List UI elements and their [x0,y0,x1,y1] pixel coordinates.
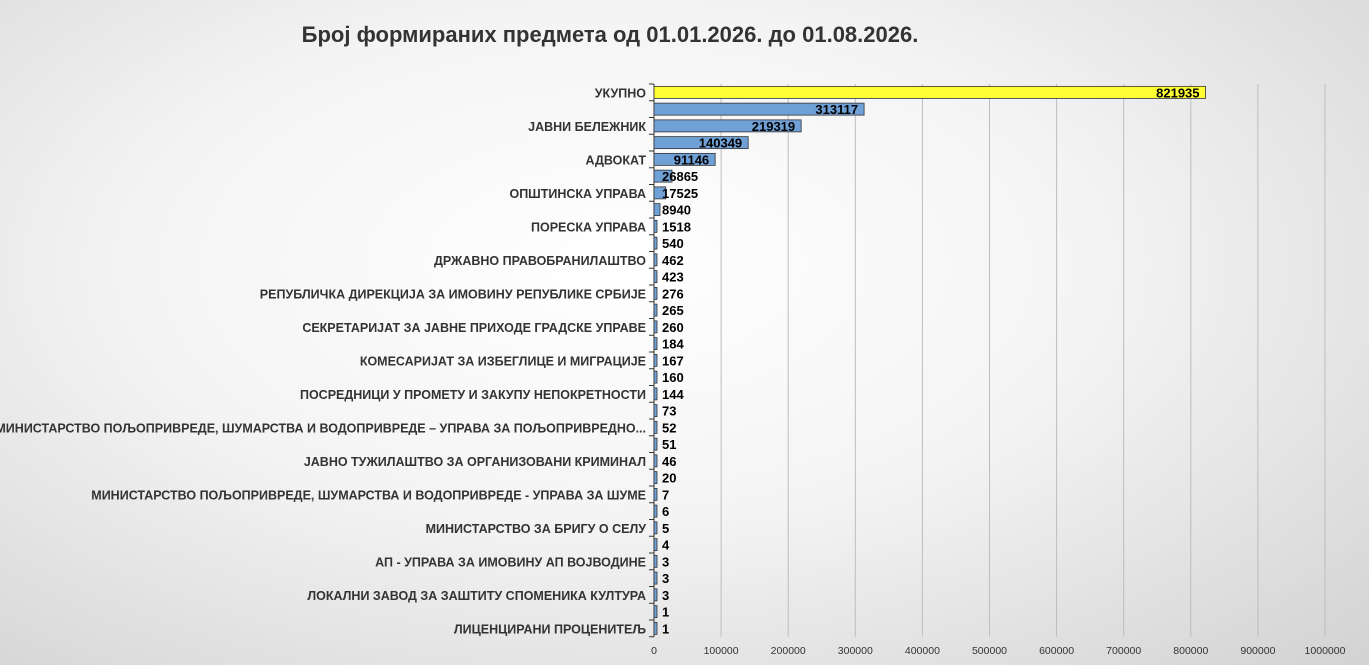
bar [653,236,658,250]
bar [653,487,658,501]
bar [653,253,658,267]
x-tick-label: 1000000 [1305,645,1346,657]
value-label: 5 [662,521,669,536]
category-label: ЈАВНО ТУЖИЛАШТВО ЗА ОРГАНИЗОВАНИ КРИМИНА… [304,455,646,469]
bar [653,605,658,619]
value-label: 1 [662,621,669,636]
bar [653,119,802,133]
bar [653,337,658,351]
bar [653,203,661,217]
bar [653,504,658,518]
category-label: УКУПНО [595,86,647,100]
bar [653,454,658,468]
category-label: АП - УПРАВА ЗА ИМОВИНУ АП ВОЈВОДИНЕ [375,555,646,569]
value-label: 91146 [674,152,709,167]
bar [653,588,658,602]
value-label: 144 [662,387,684,402]
bar [653,420,658,434]
value-label: 3 [662,588,669,603]
category-label: ЛИЦЕНЦИРАНИ ПРОЦЕНИТЕЉ [454,622,646,636]
chart-title: Број формираних предмета од 01.01.2026. … [301,22,919,47]
x-tick-label: 300000 [838,645,873,657]
value-label: 540 [662,236,684,251]
value-label: 3 [662,571,669,586]
bar [653,270,658,284]
x-tick-label: 500000 [972,645,1007,657]
bar [653,102,865,116]
value-label: 46 [662,454,676,469]
bar [653,521,658,535]
value-label: 20 [662,471,676,486]
bar [653,152,716,166]
category-label: ЛОКАЛНИ ЗАВОД ЗА ЗАШТИТУ СПОМЕНИКА КУЛТУ… [307,589,646,603]
bar [653,169,673,183]
category-label: МИНИСТАРСТВО ПОЉОПРИВРЕДЕ, ШУМАРСТВА И В… [0,421,646,435]
value-label: 1 [662,605,669,620]
x-tick-label: 400000 [905,645,940,657]
bar [653,370,658,384]
category-label: МИНИСТАРСТВО ПОЉОПРИВРЕДЕ, ШУМАРСТВА И В… [91,488,646,502]
category-label: КОМЕСАРИЈАТ ЗА ИЗБЕГЛИЦЕ И МИГРАЦИЈЕ [360,354,646,368]
value-label: 265 [662,303,684,318]
value-label: 423 [662,270,684,285]
x-tick-label: 800000 [1173,645,1208,657]
bar [653,571,658,585]
bar [653,387,658,401]
value-label: 160 [662,370,684,385]
category-label: ЈАВНИ БЕЛЕЖНИК [528,120,646,134]
category-label: АДВОКАТ [585,153,646,167]
value-label: 1518 [662,219,691,234]
bar [653,554,658,568]
bar [653,471,658,485]
x-tick-label: 600000 [1039,645,1074,657]
x-tick-label: 700000 [1106,645,1141,657]
value-label: 51 [662,437,676,452]
bar [653,303,658,317]
value-label: 140349 [699,136,742,151]
bar [653,186,667,200]
value-label: 167 [662,353,684,368]
bar [653,404,658,418]
value-label: 276 [662,286,684,301]
value-label: 73 [662,404,676,419]
value-label: 260 [662,320,684,335]
x-tick-label: 200000 [771,645,806,657]
bar [653,538,658,552]
category-label: ОПШТИНСКА УПРАВА [509,187,646,201]
category-label: МИНИСТАРСТВО ЗА БРИГУ О СЕЛУ [426,522,647,536]
category-label: РЕПУБЛИЧКА ДИРЕКЦИЈА ЗА ИМОВИНУ РЕПУБЛИК… [260,287,646,301]
value-label: 3 [662,554,669,569]
bar [653,320,658,334]
value-label: 462 [662,253,684,268]
value-label: 6 [662,504,669,519]
value-label: 7 [662,487,669,502]
category-label: ДРЖАВНО ПРАВОБРАНИЛАШТВО [434,254,646,268]
bar [653,136,749,150]
value-label: 219319 [752,119,795,134]
value-label: 8940 [662,203,691,218]
bar [653,219,658,233]
value-label: 821935 [1156,85,1199,100]
value-label: 17525 [662,186,698,201]
value-label: 52 [662,420,676,435]
category-label: СЕКРЕТАРИЈАТ ЗА ЈАВНЕ ПРИХОДЕ ГРАДСКЕ УП… [302,321,646,335]
bar [653,437,658,451]
x-tick-label: 100000 [704,645,739,657]
x-tick-label: 0 [651,645,657,657]
value-label: 313117 [815,102,858,117]
bar [653,621,658,635]
bar [653,85,1206,99]
x-tick-label: 900000 [1240,645,1275,657]
value-label: 26865 [662,169,698,184]
category-label: ПОСРЕДНИЦИ У ПРОМЕТУ И ЗАКУПУ НЕПОКРЕТНО… [300,388,646,402]
category-label: ПОРЕСКА УПРАВА [531,220,646,234]
value-label: 184 [662,337,684,352]
bar [653,286,658,300]
value-label: 4 [662,538,670,553]
bar [653,353,658,367]
